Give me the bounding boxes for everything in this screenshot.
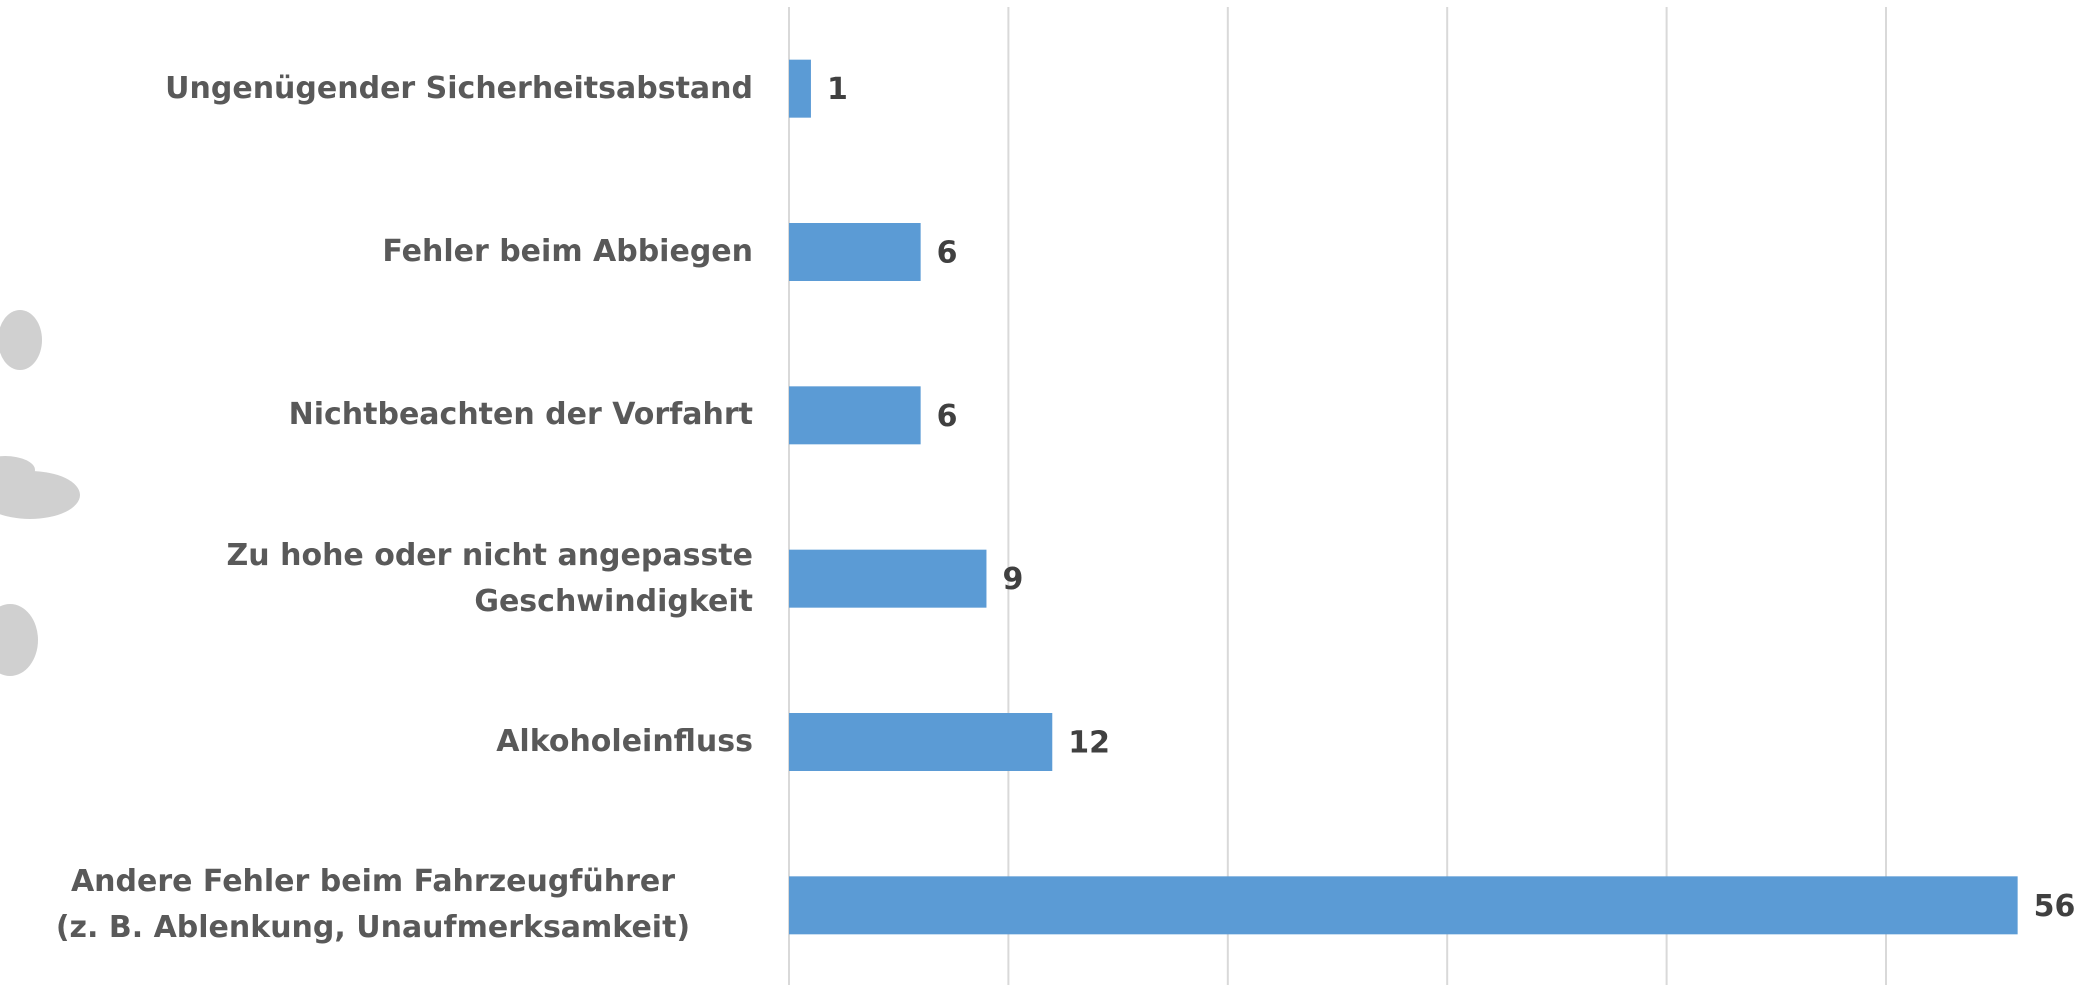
value-label: 56 [2034,889,2076,924]
bar [789,550,986,608]
value-label: 9 [1002,562,1023,597]
category-label: Alkoholeinfluss [0,719,753,765]
chart: 1 6 6 9 12 56 [0,0,2098,987]
value-label: 6 [937,236,958,271]
bar [789,60,811,118]
category-label: Zu hohe oder nicht angepasste Geschwindi… [0,533,753,625]
bar [789,876,2018,934]
category-label: Fehler beim Abbiegen [0,229,753,275]
category-label: Nichtbeachten der Vorfahrt [0,392,753,438]
category-label: Andere Fehler beim Fahrzeugführer (z. B.… [0,859,753,951]
page: {"chart_data": {"type": "bar", "orientat… [0,0,2098,987]
value-label: 1 [827,72,848,107]
value-label: 6 [937,399,958,434]
value-label: 12 [1068,726,1110,761]
category-label: Ungenügender Sicherheitsabstand [0,66,753,112]
bar [789,713,1052,771]
bar [789,223,921,281]
bar [789,386,921,444]
